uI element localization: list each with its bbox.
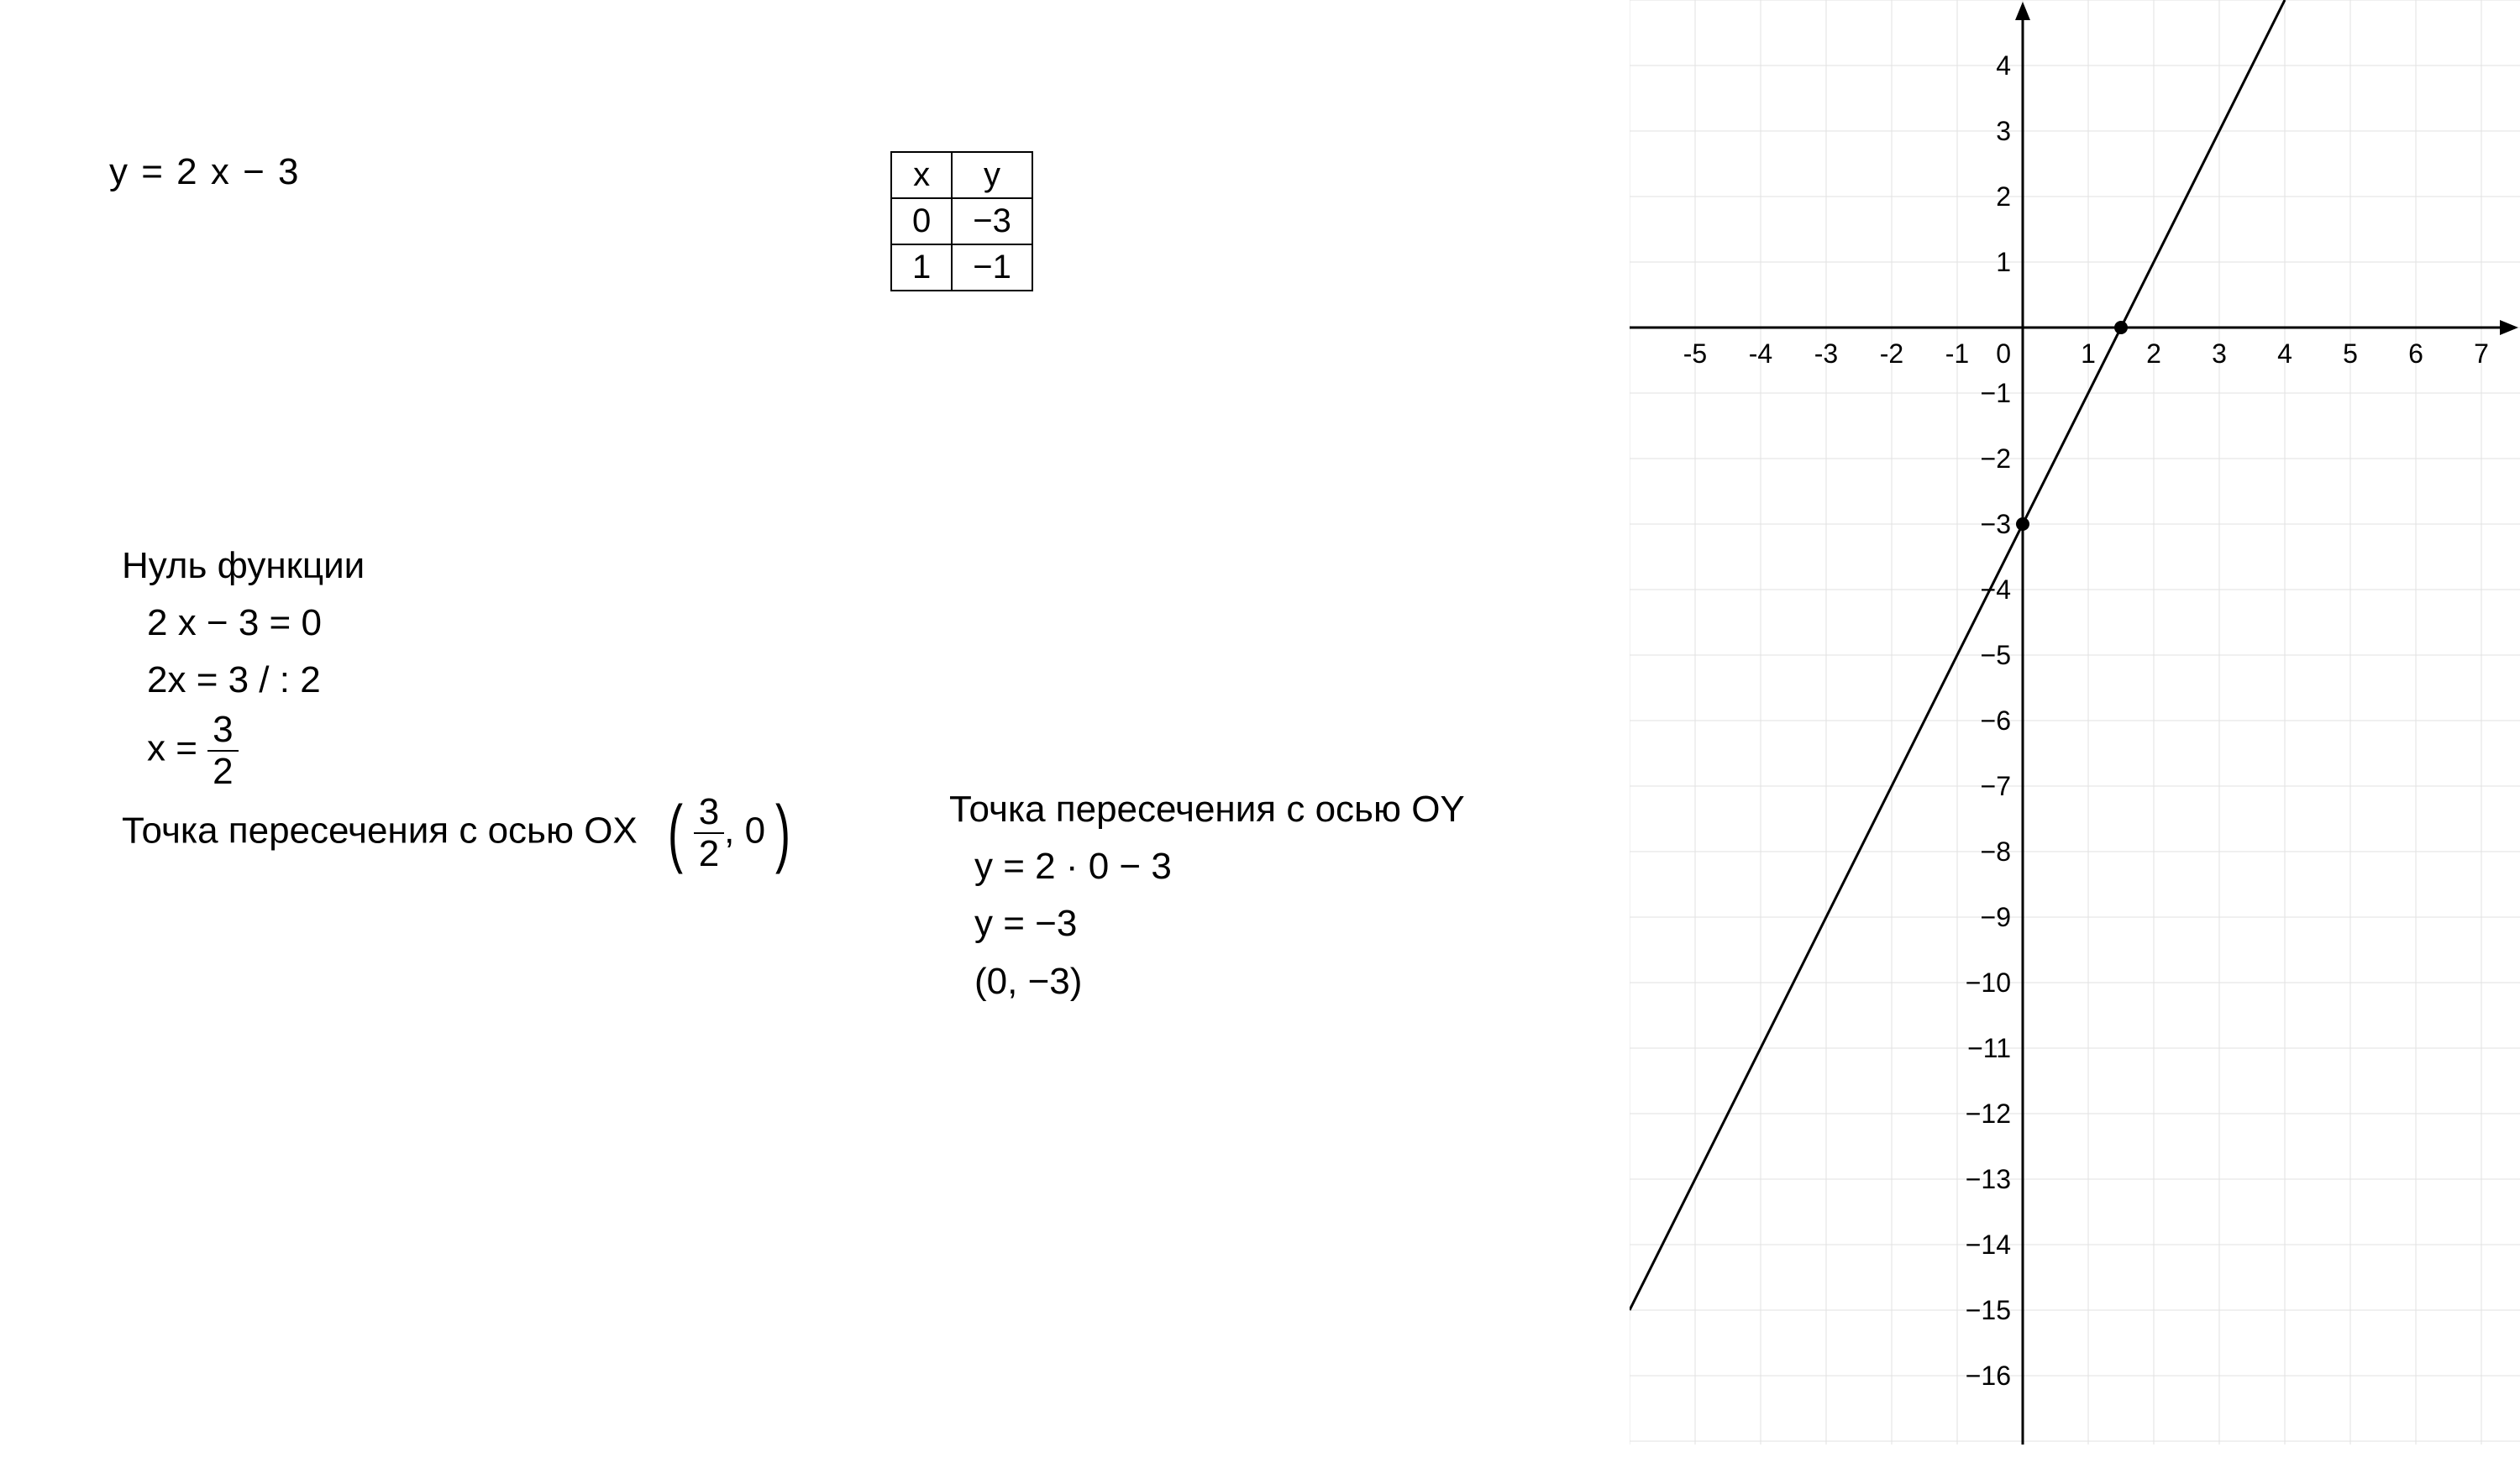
zero-step: 2 x − 3 = 0 [147,595,790,652]
svg-text:-3: -3 [1814,338,1838,369]
table-row: 0 −3 [891,198,1032,244]
table-cell: −3 [952,198,1032,244]
svg-text:-4: -4 [1749,338,1772,369]
function-equation: y = 2 x − 3 [109,151,300,193]
svg-text:7: 7 [2474,338,2489,369]
oy-intersection-section: Точка пересечения с осью OY y = 2 · 0 − … [949,781,1465,1010]
svg-text:-2: -2 [1880,338,1903,369]
svg-text:−5: −5 [1981,640,2011,670]
svg-text:5: 5 [2343,338,2358,369]
svg-text:−8: −8 [1981,836,2011,867]
fraction: 3 2 [207,710,238,792]
svg-text:−16: −16 [1966,1361,2011,1391]
svg-text:3: 3 [1996,116,2011,146]
svg-text:1: 1 [2081,338,2096,369]
oy-step: y = 2 · 0 − 3 [974,838,1465,895]
table-row: 1 −1 [891,244,1032,291]
table-cell: −1 [952,244,1032,291]
svg-text:−9: −9 [1981,902,2011,932]
zero-title: Нуль функции [122,537,790,595]
table-cell: 1 [891,244,952,291]
svg-text:6: 6 [2408,338,2423,369]
table-cell: 0 [891,198,952,244]
table-header-x: x [891,152,952,198]
coordinate-graph: -5-4-3-2-112345671234−1−2−3−4−5−6−7−8−9−… [1630,0,2520,1445]
svg-text:-1: -1 [1945,338,1969,369]
svg-text:−14: −14 [1966,1230,2011,1260]
svg-text:0: 0 [1996,338,2011,369]
svg-text:−7: −7 [1981,771,2011,801]
svg-text:4: 4 [2277,338,2292,369]
svg-text:3: 3 [2212,338,2227,369]
fraction: 3 2 [694,792,724,874]
svg-text:−15: −15 [1966,1295,2011,1325]
svg-text:1: 1 [1996,247,2011,277]
ox-intersection: Точка пересечения с осью OX ( 3 2 , 0 ) [122,792,790,874]
zero-of-function-section: Нуль функции 2 x − 3 = 0 2x = 3 / : 2 x … [122,537,790,874]
svg-text:−3: −3 [1981,509,2011,539]
zero-step: 2x = 3 / : 2 [147,652,790,709]
svg-text:−2: −2 [1981,443,2011,474]
svg-text:2: 2 [1996,181,2011,212]
value-table: x y 0 −3 1 −1 [890,151,1033,291]
oy-label: Точка пересечения с осью OY [949,781,1465,838]
svg-text:2: 2 [2146,338,2161,369]
oy-point: (0, −3) [974,953,1465,1010]
svg-text:4: 4 [1996,50,2011,81]
table-header-y: y [952,152,1032,198]
svg-text:−10: −10 [1966,967,2011,998]
svg-text:−12: −12 [1966,1099,2011,1129]
oy-step: y = −3 [974,895,1465,952]
svg-text:−13: −13 [1966,1164,2011,1194]
svg-text:−1: −1 [1981,378,2011,408]
zero-step: x = 3 2 [147,710,790,792]
svg-text:-5: -5 [1683,338,1707,369]
svg-text:−11: −11 [1967,1033,2011,1063]
svg-text:−6: −6 [1981,705,2011,736]
